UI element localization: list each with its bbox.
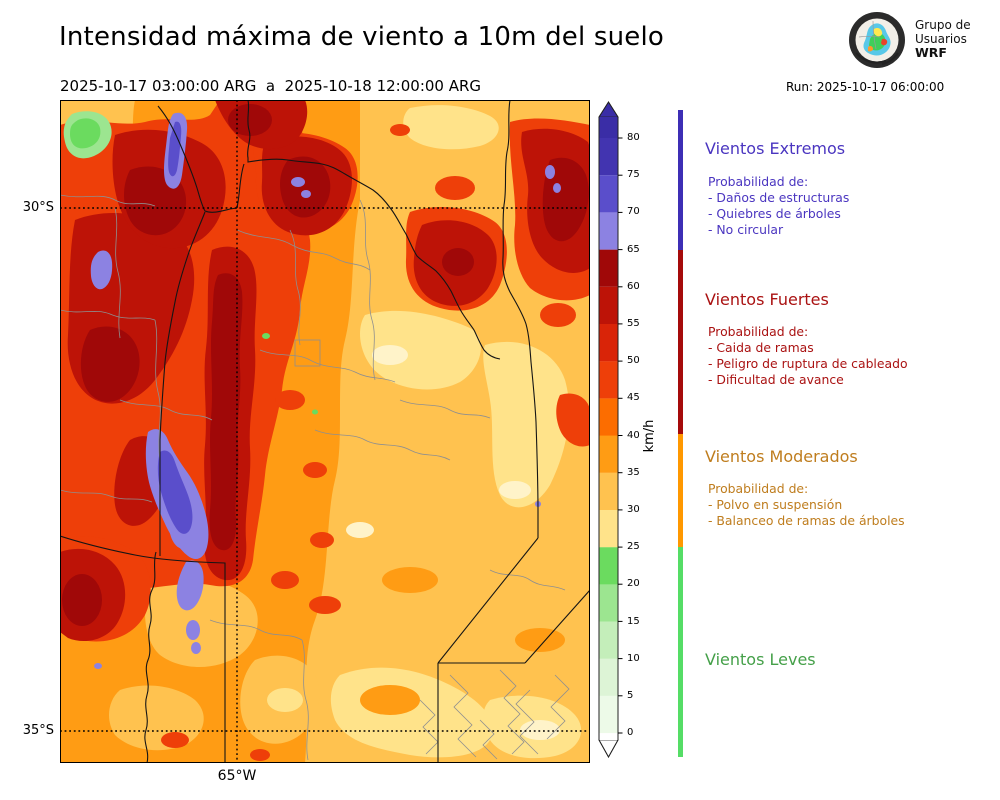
wrf-logo-emblem-icon xyxy=(849,12,905,68)
graticule-lines xyxy=(60,100,590,763)
colorbar-tick: 10 xyxy=(627,652,640,664)
colorbar-tick: 60 xyxy=(627,280,640,292)
legend-title-moderados: Vientos Moderados xyxy=(705,447,858,466)
legend-title-extremos: Vientos Extremos xyxy=(705,139,846,158)
page-title: Intensidad máxima de viento a 10m del su… xyxy=(59,22,665,52)
colorbar-tick: 80 xyxy=(627,132,640,143)
lat-label-35s: 35°S xyxy=(22,723,54,738)
colorbar-scale xyxy=(598,101,623,759)
wrf-logo: Grupo de Usuarios WRF xyxy=(846,9,971,71)
colorbar-tick: 0 xyxy=(627,727,634,739)
colorbar-tick: 25 xyxy=(627,541,640,553)
colorbar-tick: 50 xyxy=(627,355,640,367)
colorbar xyxy=(594,100,626,766)
colorbar-tick: 40 xyxy=(627,429,640,441)
wind-intensity-map xyxy=(59,99,591,764)
colorbar-tick: 45 xyxy=(627,392,640,404)
colorbar-tick: 20 xyxy=(627,578,640,590)
run-timestamp: Run: 2025-10-17 06:00:00 xyxy=(786,80,945,94)
colorbar-tick: 30 xyxy=(627,504,640,515)
lon-label-65w: 65°W xyxy=(217,768,257,784)
colorbar-tick: 70 xyxy=(627,206,640,218)
forecast-period: 2025-10-17 03:00:00 ARG a 2025-10-18 12:… xyxy=(60,77,482,95)
extreme-category-bar xyxy=(678,110,683,250)
legend-body-extremos: Probabilidad de: - Daños de estructuras … xyxy=(708,174,850,237)
lat-label-30s: 30°S xyxy=(22,200,54,215)
legend-body-fuertes: Probabilidad de: - Caida de ramas - Peli… xyxy=(708,324,908,387)
contour-map-canvas xyxy=(59,99,591,764)
colorbar-tick: 55 xyxy=(627,318,640,329)
legend-title-leves: Vientos Leves xyxy=(705,650,816,669)
legend-body-moderados: Probabilidad de: - Polvo en suspensión -… xyxy=(708,481,905,528)
colorbar-tick: 5 xyxy=(627,690,634,701)
wrf-logo-text: Grupo de Usuarios WRF xyxy=(915,18,971,60)
strong-category-bar xyxy=(678,250,683,434)
light-category-bar xyxy=(678,547,683,757)
colorbar-tick: 65 xyxy=(627,243,640,255)
moderate-category-bar xyxy=(678,434,683,547)
colorbar-tick: 75 xyxy=(627,169,640,181)
colorbar-tick: 15 xyxy=(627,615,640,627)
colorbar-tick: 35 xyxy=(627,466,640,478)
legend-title-fuertes: Vientos Fuertes xyxy=(705,290,829,309)
colorbar-unit-label: km/h xyxy=(642,419,657,453)
